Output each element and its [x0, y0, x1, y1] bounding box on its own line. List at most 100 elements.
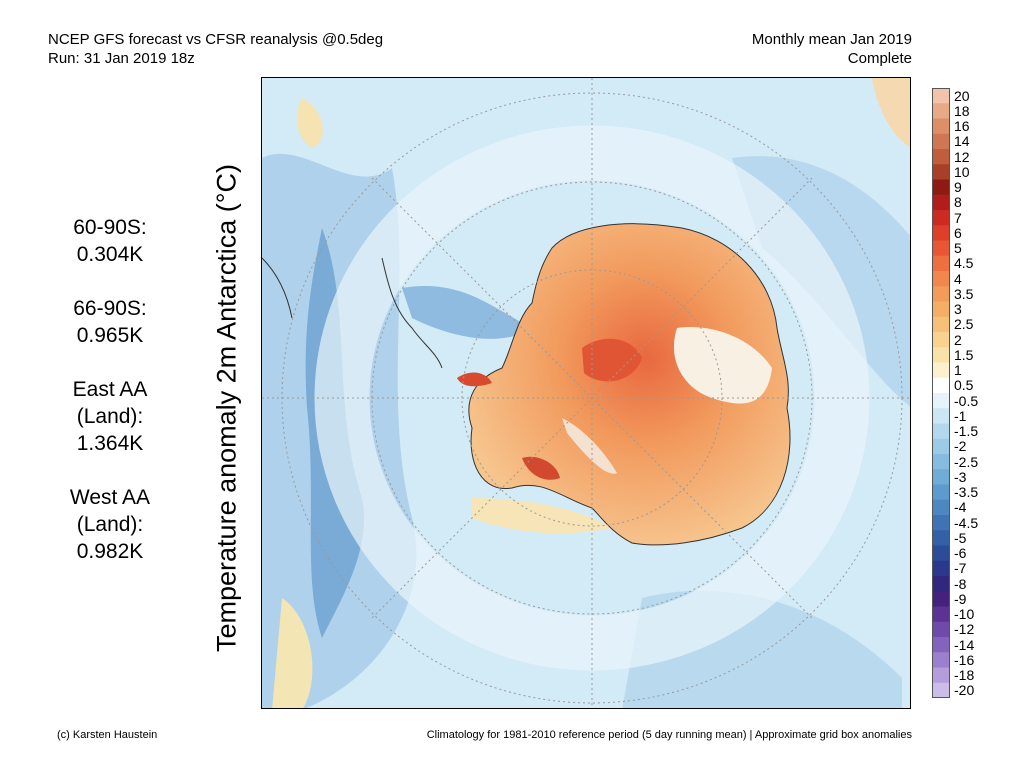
colorbar-tick-label: -4.5: [954, 514, 979, 531]
colorbar-tick-label: -1: [954, 407, 967, 424]
colorbar-tick-label: -2.5: [954, 453, 979, 470]
colorbar-cell: [932, 393, 950, 409]
colorbar-tick-label: -16: [954, 651, 975, 668]
colorbar-cell: [932, 194, 950, 211]
colorbar-tick-label: 0.5: [954, 377, 974, 394]
colorbar-cell: [932, 423, 950, 440]
colorbar-cell: [932, 408, 950, 424]
colorbar-tick-label: -2: [954, 438, 967, 455]
warm-spot-west: [457, 372, 492, 387]
colorbar-cell: [932, 255, 950, 272]
stat-east-aa: East AA (Land): 1.364K: [40, 376, 180, 457]
warm-patch-sw: [272, 598, 313, 708]
colorbar-cell: [932, 133, 950, 150]
period-status: Complete: [847, 50, 912, 67]
colorbar-cell: [932, 347, 950, 363]
colorbar-tick-label: 7: [954, 209, 962, 226]
colorbar-cell: [932, 164, 950, 180]
colorbar-tick-label: 3: [954, 301, 962, 318]
stat-value: 1.364K: [76, 432, 144, 455]
stat-label: 60-90S:: [73, 216, 147, 239]
colorbar-tick-label: 5: [954, 240, 962, 257]
colorbar-cell: [932, 591, 950, 607]
colorbar-cell: [932, 286, 950, 302]
colorbar-cell: [932, 484, 950, 501]
stat-value: 0.982K: [76, 540, 144, 563]
colorbar-cell: [932, 652, 950, 668]
colorbar-cells: [932, 88, 950, 698]
cool-patch-east: [673, 327, 772, 404]
colorbar: [932, 88, 950, 698]
model-title: NCEP GFS forecast vs CFSR reanalysis @0.…: [48, 31, 384, 48]
south-america-coast: [262, 257, 293, 319]
colorbar-tick-label: 6: [954, 224, 962, 241]
period-block: Monthly mean Jan 2019 Complete: [752, 30, 912, 68]
climatology-note: Climatology for 1981-2010 reference peri…: [426, 729, 912, 741]
colorbar-cell: [932, 301, 950, 318]
colorbar-tick-label: -9: [954, 590, 967, 607]
stat-60-90s: 60-90S: 0.304K: [40, 214, 180, 268]
ocean-anomaly-peninsula: [402, 286, 532, 339]
stat-west-aa: West AA (Land): 0.982K: [40, 484, 180, 565]
colorbar-tick-label: 16: [954, 118, 970, 135]
colorbar-tick-label: 9: [954, 179, 962, 196]
title-block: NCEP GFS forecast vs CFSR reanalysis @0.…: [48, 30, 383, 68]
colorbar-tick-label: 12: [954, 148, 970, 165]
stat-sublabel: (Land):: [76, 513, 144, 536]
colorbar-tick-label: -8: [954, 575, 967, 592]
colorbar-tick-label: -14: [954, 636, 975, 653]
colorbar-tick-label: 1: [954, 362, 962, 379]
colorbar-tick-label: -6: [954, 545, 967, 562]
period-title: Monthly mean Jan 2019: [751, 31, 912, 48]
colorbar-cell: [932, 103, 950, 119]
colorbar-tick-label: -20: [954, 682, 975, 699]
run-time: Run: 31 Jan 2019 18z: [48, 50, 195, 67]
colorbar-cell: [932, 362, 950, 379]
colorbar-tick-label: 10: [954, 163, 970, 180]
colorbar-tick-label: -5: [954, 529, 967, 546]
colorbar-cell: [932, 118, 950, 135]
colorbar-cell: [932, 576, 950, 592]
warm-core: [582, 338, 642, 382]
stat-sublabel: (Land):: [76, 405, 144, 428]
warm-patch-ne: [872, 78, 910, 147]
colorbar-cell: [932, 271, 950, 287]
colorbar-cell: [932, 240, 950, 257]
colorbar-cell: [932, 225, 950, 241]
colorbar-tick-label: -18: [954, 667, 975, 684]
colorbar-tick-label: 8: [954, 194, 962, 211]
colorbar-cell: [932, 667, 950, 684]
colorbar-cell: [932, 606, 950, 623]
colorbar-outline: [932, 88, 950, 698]
colorbar-tick-label: 2.5: [954, 316, 974, 333]
colorbar-cell: [932, 682, 950, 698]
colorbar-tick-label: 4: [954, 270, 962, 287]
copyright: (c) Karsten Haustein: [57, 729, 158, 741]
colorbar-tick-label: -12: [954, 621, 975, 638]
graticule: [262, 78, 910, 708]
colorbar-tick-label: -1.5: [954, 423, 979, 440]
colorbar-cell: [932, 210, 950, 226]
colorbar-cell: [932, 560, 950, 577]
warm-spot-ross: [522, 456, 560, 480]
stat-value: 0.304K: [76, 243, 144, 266]
stat-label: 66-90S:: [73, 297, 147, 320]
colorbar-tick-label: -0.5: [954, 392, 979, 409]
colorbar-cell: [932, 149, 950, 165]
colorbar-cell: [932, 545, 950, 562]
warm-patch-ross: [472, 498, 612, 534]
colorbar-tick-label: 18: [954, 102, 970, 119]
stat-value: 0.965K: [76, 324, 144, 347]
colorbar-tick-label: 4.5: [954, 255, 974, 272]
colorbar-cell: [932, 469, 950, 485]
colorbar-tick-label: -10: [954, 606, 975, 623]
colorbar-cell: [932, 377, 950, 394]
colorbar-tick-label: 2: [954, 331, 962, 348]
colorbar-tick-label: -3: [954, 468, 967, 485]
stat-66-90s: 66-90S: 0.965K: [40, 295, 180, 349]
transantarctic-mountains: [562, 418, 617, 474]
stat-label: East AA: [72, 378, 148, 401]
colorbar-cell: [932, 621, 950, 638]
colorbar-cell: [932, 637, 950, 653]
warm-patch-nw: [296, 98, 323, 148]
